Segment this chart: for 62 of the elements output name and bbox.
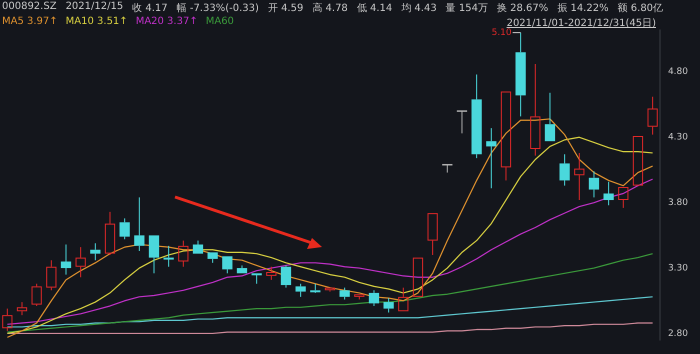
candlestick <box>368 290 380 306</box>
text: 高 4.78 <box>312 2 348 15</box>
y-tick-label: 3.30 <box>668 263 688 274</box>
candlestick <box>236 264 248 274</box>
text: MA20 3.37↑ <box>136 16 198 27</box>
candlestick <box>603 181 614 206</box>
candlestick <box>60 244 72 276</box>
candlestick <box>16 302 28 316</box>
y-tick-label: 4.30 <box>668 132 688 143</box>
candlestick <box>500 91 512 181</box>
text: 均 4.43 <box>401 2 437 15</box>
candlestick <box>560 154 570 186</box>
candlestick <box>486 128 496 189</box>
candlestick <box>296 283 306 298</box>
text: MA5 3.97↑ <box>2 16 58 27</box>
text: 幅 -7.33%(-0.33) <box>176 2 259 15</box>
y-tick-label: 4.80 <box>668 67 688 78</box>
candlestick <box>574 152 584 201</box>
candlestick <box>384 298 394 314</box>
text: 振 14.22% <box>557 2 609 15</box>
candlestick <box>120 218 130 240</box>
candlestick <box>76 246 86 278</box>
candlestick <box>280 264 292 288</box>
candlestick <box>148 235 160 274</box>
text: 换 28.67% <box>496 2 548 15</box>
candlestick <box>310 283 320 294</box>
text: 收 4.17 <box>132 2 168 15</box>
candlestick <box>192 240 204 254</box>
candlestick <box>618 186 628 208</box>
candlestick <box>32 283 42 306</box>
candlestick <box>46 260 56 291</box>
candlestick <box>456 110 468 134</box>
text: 开 4.59 <box>268 2 304 15</box>
candlestick <box>134 196 144 252</box>
candlestick <box>354 294 364 300</box>
candlestick <box>530 64 540 156</box>
candlestick <box>164 245 174 268</box>
text: 000892.SZ <box>2 1 57 14</box>
candlestick <box>222 256 232 274</box>
y-tick-label: 2.80 <box>668 328 688 339</box>
candlestick <box>2 308 12 332</box>
text: MA60 <box>206 16 234 27</box>
candlestick <box>340 287 350 300</box>
text: MA10 3.51↑ <box>66 16 128 27</box>
annotation: 5.10 <box>492 28 512 38</box>
text: 2021/12/15 <box>66 1 124 14</box>
candlestick <box>208 252 218 264</box>
text: 2021/11/01-2021/12/31(45日) <box>506 17 656 29</box>
candlestick <box>398 287 408 312</box>
candlestick <box>104 211 116 256</box>
candlestick <box>588 170 600 198</box>
candlestick <box>266 266 276 280</box>
candlestick <box>90 242 100 261</box>
candlestick <box>544 92 556 142</box>
candlestick <box>472 74 482 159</box>
candlestick <box>647 96 658 136</box>
y-tick-label: 3.80 <box>668 198 688 208</box>
text: 量 154万 <box>446 2 488 15</box>
candlestick <box>178 240 188 268</box>
text: 额 6.80亿 <box>618 2 664 15</box>
text: 低 4.14 <box>356 2 392 15</box>
candlestick <box>428 213 438 256</box>
